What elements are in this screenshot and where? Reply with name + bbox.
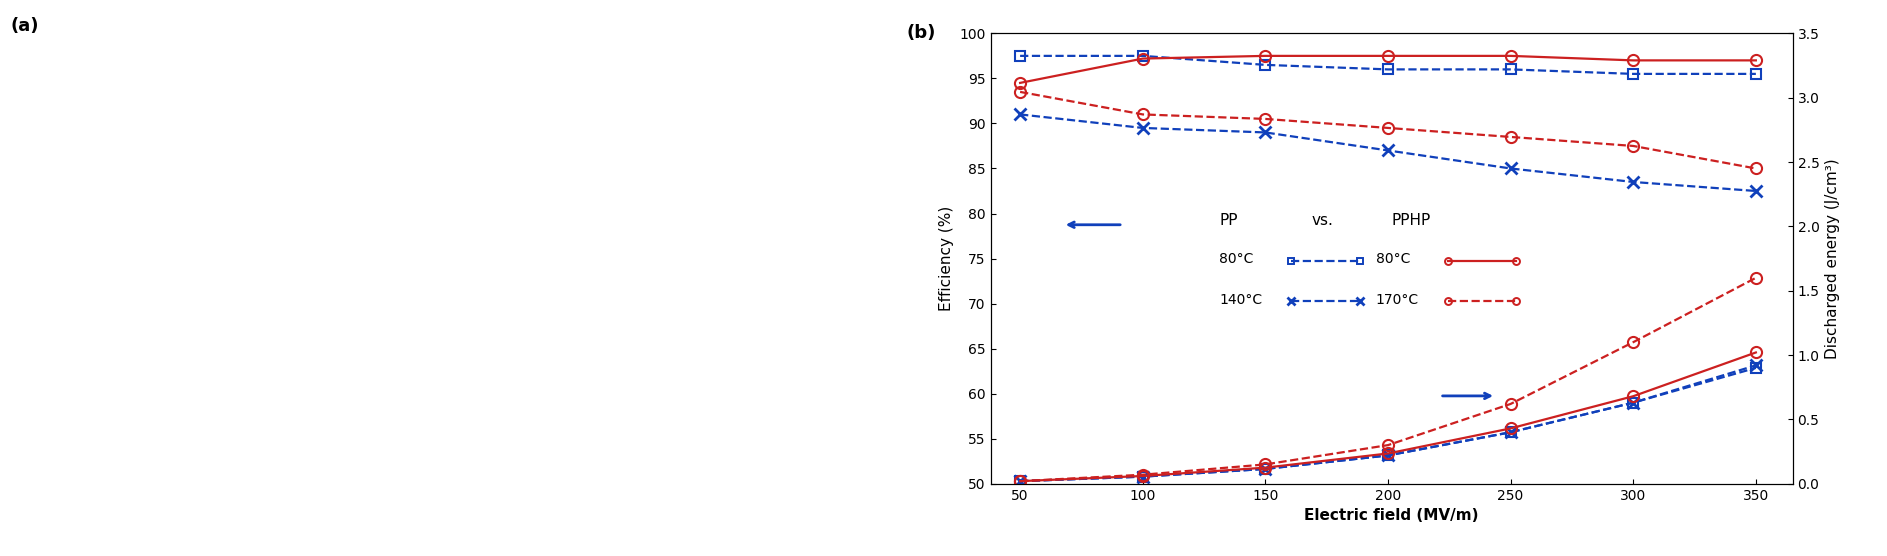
Y-axis label: Discharged energy (J/cm³): Discharged energy (J/cm³): [1825, 158, 1840, 359]
Text: 80°C: 80°C: [1219, 252, 1253, 266]
Text: PP: PP: [1219, 213, 1238, 228]
Y-axis label: Efficiency (%): Efficiency (%): [940, 206, 955, 311]
Text: PPHP: PPHP: [1393, 213, 1430, 228]
Text: 170°C: 170°C: [1376, 292, 1419, 306]
Text: 140°C: 140°C: [1219, 292, 1262, 306]
Text: (b): (b): [906, 24, 936, 42]
X-axis label: Electric field (MV/m): Electric field (MV/m): [1304, 508, 1479, 523]
Text: 80°C: 80°C: [1376, 252, 1410, 266]
Text: vs.: vs.: [1311, 213, 1334, 228]
Text: (a): (a): [11, 17, 40, 34]
